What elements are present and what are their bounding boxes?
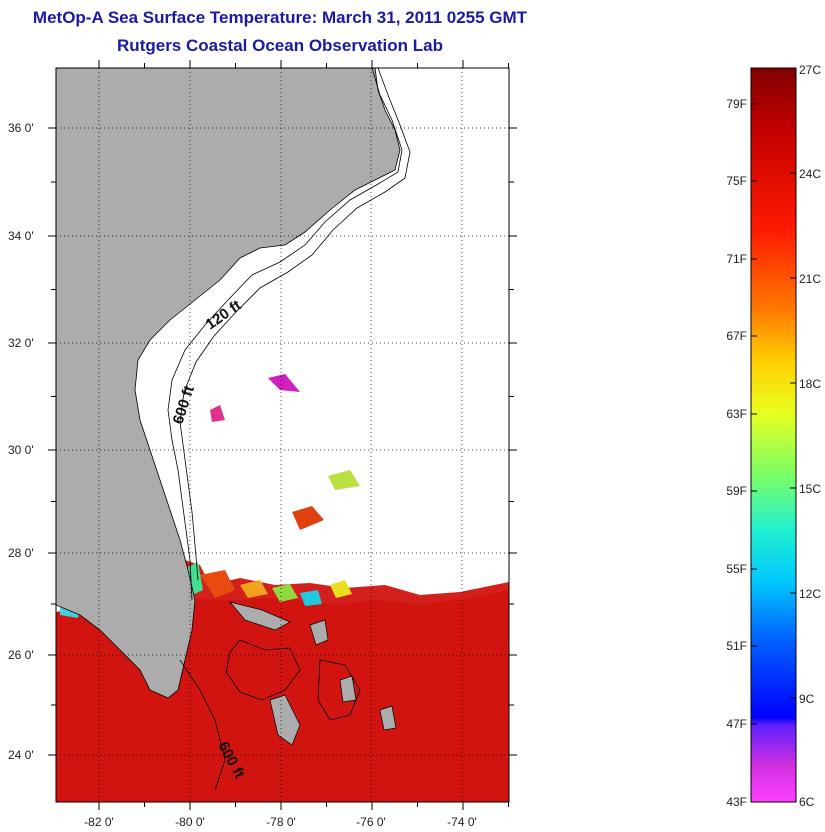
lat-label-26: 26 0' (8, 648, 34, 662)
land-southeast-us (56, 68, 401, 699)
lon-label-80: -80 0' (175, 815, 205, 829)
lat-label-24: 24 0' (8, 748, 34, 762)
colorbar-f-63: 63F (726, 407, 747, 421)
map-title: MetOp-A Sea Surface Temperature: March 3… (32, 8, 528, 27)
colorbar-f-47: 47F (726, 717, 747, 731)
colorbar-c-27: 27C (799, 63, 821, 77)
lat-label-36: 36 0' (8, 121, 34, 135)
sst-map: 120 ft 600 ft 600 ft 36 0' 34 0' 32 0' 3… (8, 60, 517, 829)
colorbar-c-24: 24C (799, 167, 821, 181)
lon-label-76: -76 0' (356, 815, 386, 829)
colorbar-c-6: 6C (799, 795, 815, 809)
colorbar-f-59: 59F (726, 484, 747, 498)
colorbar-f-79: 79F (726, 97, 747, 111)
temperature-colorbar: 79F 75F 71F 67F 63F 59F 55F 51F 47F 43F … (726, 63, 821, 809)
bathymetry-contours (167, 68, 411, 791)
colorbar-f-55: 55F (726, 562, 747, 576)
map-subtitle: Rutgers Coastal Ocean Observation Lab (117, 36, 443, 55)
colorbar-c-12: 12C (799, 587, 821, 601)
map-frame (55, 67, 510, 803)
warm-sst-gulf-stream (185, 560, 509, 612)
colorbar-c-18: 18C (799, 377, 821, 391)
colorbar-ramp (750, 67, 797, 803)
lat-label-30: 30 0' (8, 443, 34, 457)
lat-label-32: 32 0' (8, 336, 34, 350)
colorbar-f-75: 75F (726, 174, 747, 188)
lat-label-34: 34 0' (8, 229, 34, 243)
colorbar-f-51: 51F (726, 639, 747, 653)
frame-ticks (48, 60, 517, 810)
bahamas-islands (229, 601, 397, 746)
colorbar-ticks (751, 103, 796, 725)
lon-label-78: -78 0' (266, 815, 296, 829)
colorbar-c-9: 9C (799, 692, 815, 706)
lat-label-28: 28 0' (8, 546, 34, 560)
colorbar-f-43: 43F (726, 795, 747, 809)
colorbar-c-15: 15C (799, 482, 821, 496)
colorbar-c-21: 21C (799, 272, 821, 286)
colorbar-f-67: 67F (726, 329, 747, 343)
lon-label-82: -82 0' (84, 815, 114, 829)
lon-label-74: -74 0' (447, 815, 477, 829)
colorbar-f-71: 71F (726, 252, 747, 266)
